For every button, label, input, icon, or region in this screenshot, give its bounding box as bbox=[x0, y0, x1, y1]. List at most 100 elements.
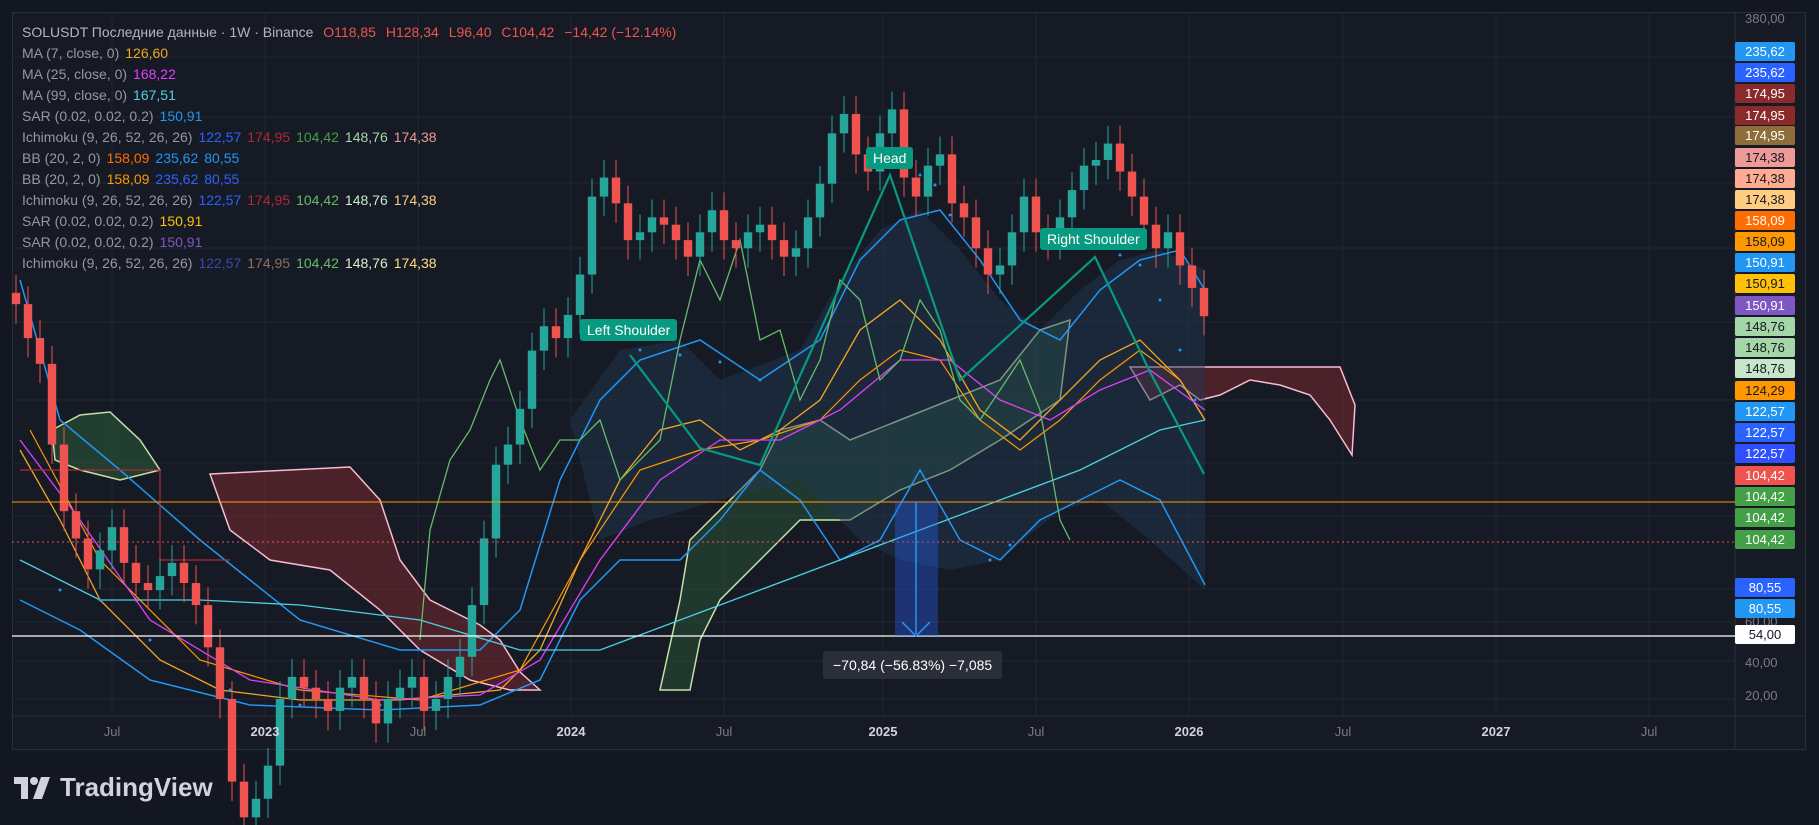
indicator-name: Ichimoku (9, 26, 52, 26, 26) bbox=[22, 255, 193, 271]
candle-body bbox=[107, 527, 117, 551]
time-tick-label: Jul bbox=[1640, 724, 1658, 739]
candle-body bbox=[935, 154, 945, 166]
tradingview-logo[interactable]: TradingView bbox=[14, 772, 213, 803]
candle-body bbox=[1115, 143, 1125, 172]
indicator-name: BB (20, 2, 0) bbox=[22, 150, 101, 166]
candle-body bbox=[803, 217, 813, 249]
candle-body bbox=[911, 177, 921, 197]
candle-body bbox=[731, 240, 741, 249]
candle-body bbox=[59, 444, 69, 512]
candle-body bbox=[839, 113, 849, 134]
candle-body bbox=[971, 217, 981, 249]
price-badge: 80,55 bbox=[1735, 578, 1795, 597]
price-badge: 124,29 bbox=[1735, 381, 1795, 400]
bollinger-band-fill bbox=[570, 210, 1205, 590]
candle-body bbox=[623, 203, 633, 241]
candle-body bbox=[143, 583, 153, 591]
price-badge: 235,62 bbox=[1735, 63, 1795, 82]
candle-body bbox=[539, 326, 549, 351]
brand-name: TradingView bbox=[60, 772, 213, 802]
right-shoulder-label[interactable]: Right Shoulder bbox=[1040, 228, 1147, 250]
candle-body bbox=[611, 177, 621, 204]
time-tick-label: Jul bbox=[1027, 724, 1045, 739]
price-badge: 158,09 bbox=[1735, 232, 1795, 251]
legend-indicator-row[interactable]: MA (99, close, 0) 167,51 bbox=[22, 85, 682, 106]
candle-body bbox=[95, 550, 105, 570]
candle-body bbox=[815, 183, 825, 218]
indicator-value: 235,62 bbox=[155, 171, 199, 187]
candle-body bbox=[599, 177, 609, 197]
head-label[interactable]: Head bbox=[866, 147, 914, 169]
legend-open: O118,85 bbox=[323, 24, 376, 40]
candle-body bbox=[959, 203, 969, 218]
legend-indicator-row[interactable]: SAR (0.02, 0.02, 0.2) 150,91 bbox=[22, 232, 682, 253]
price-badge: 174,38 bbox=[1735, 169, 1795, 188]
candle-body bbox=[347, 676, 357, 688]
ichimoku-baseline-1 bbox=[20, 469, 230, 561]
indicator-value: 148,76 bbox=[344, 192, 388, 208]
candle-body bbox=[431, 699, 441, 711]
indicator-name: MA (99, close, 0) bbox=[22, 87, 128, 103]
candle-body bbox=[947, 154, 957, 204]
candle-body bbox=[743, 232, 753, 249]
candle-body bbox=[791, 248, 801, 257]
candle-body bbox=[1031, 196, 1041, 233]
legend-indicator-row[interactable]: BB (20, 2, 0) 158,09 235,62 80,55 bbox=[22, 148, 682, 169]
legend-indicator-row[interactable]: Ichimoku (9, 26, 52, 26, 26) 122,57 174,95… bbox=[22, 127, 682, 148]
measure-arrow-head bbox=[901, 621, 931, 638]
candle-body bbox=[167, 562, 177, 577]
candle-body bbox=[179, 562, 189, 584]
time-tick-label: Jul bbox=[715, 724, 733, 739]
ichimoku-lagging-span bbox=[419, 237, 1071, 641]
indicator-value: 148,76 bbox=[344, 255, 388, 271]
legend-indicator-row[interactable]: BB (20, 2, 0) 158,09 235,62 80,55 bbox=[22, 169, 682, 190]
legend-indicator-row[interactable]: Ichimoku (9, 26, 52, 26, 26) 122,57 174,95… bbox=[22, 190, 682, 211]
indicator-value: 174,95 bbox=[247, 255, 291, 271]
candle-body bbox=[1139, 196, 1149, 225]
candle-body bbox=[1019, 196, 1029, 233]
candle-body bbox=[983, 248, 993, 275]
price-tick-label: 20,00 bbox=[1745, 688, 1778, 703]
measure-label: −70,84 (−56.83%) −7,085 bbox=[823, 651, 1003, 679]
chart-frame[interactable] bbox=[12, 12, 1806, 750]
legend-indicator-row[interactable]: Ichimoku (9, 26, 52, 26, 26) 122,57 174,95… bbox=[22, 253, 682, 274]
legend-indicator-row[interactable]: SAR (0.02, 0.02, 0.2) 150,91 bbox=[22, 106, 682, 127]
legend-indicator-row[interactable]: MA (7, close, 0) 126,60 bbox=[22, 43, 682, 64]
indicator-value: 148,76 bbox=[344, 129, 388, 145]
time-tick-label: 2025 bbox=[868, 724, 898, 739]
time-tick-label: 2023 bbox=[250, 724, 280, 739]
left-shoulder-label[interactable]: Left Shoulder bbox=[580, 319, 678, 341]
candle-body bbox=[203, 605, 213, 648]
legend: SOLUSDT Последние данные · 1W · Binance … bbox=[22, 22, 682, 274]
candle-body bbox=[71, 511, 81, 539]
candle-body bbox=[1091, 159, 1101, 166]
candle-body bbox=[755, 224, 765, 233]
indicator-value: 122,57 bbox=[198, 192, 242, 208]
candle-body bbox=[1079, 165, 1089, 191]
candle-body bbox=[263, 765, 273, 799]
candle-body bbox=[503, 444, 513, 465]
candle-body bbox=[1163, 232, 1173, 249]
candle-body bbox=[251, 798, 261, 818]
candle-body bbox=[239, 781, 249, 818]
legend-indicator-row[interactable]: SAR (0.02, 0.02, 0.2) 150,91 bbox=[22, 211, 682, 232]
candle-body bbox=[119, 527, 129, 563]
price-badge: 148,76 bbox=[1735, 359, 1795, 378]
legend-indicator-row[interactable]: MA (25, close, 0) 168,22 bbox=[22, 64, 682, 85]
candle-body bbox=[131, 562, 141, 584]
candle-body bbox=[47, 363, 57, 445]
candle-body bbox=[407, 676, 417, 688]
indicator-value: 174,95 bbox=[247, 192, 291, 208]
candle-body bbox=[11, 292, 21, 305]
ichimoku-cloud-bullish-2 bbox=[659, 318, 1071, 691]
indicator-value: 174,38 bbox=[393, 129, 437, 145]
candle-body bbox=[923, 165, 933, 197]
candle-body bbox=[467, 605, 477, 657]
price-badge: 174,38 bbox=[1735, 190, 1795, 209]
time-tick-label: Jul bbox=[1334, 724, 1352, 739]
candle-body bbox=[851, 113, 861, 155]
price-badge: 104,42 bbox=[1735, 508, 1795, 527]
indicator-name: BB (20, 2, 0) bbox=[22, 171, 101, 187]
candle-body bbox=[1151, 224, 1161, 249]
